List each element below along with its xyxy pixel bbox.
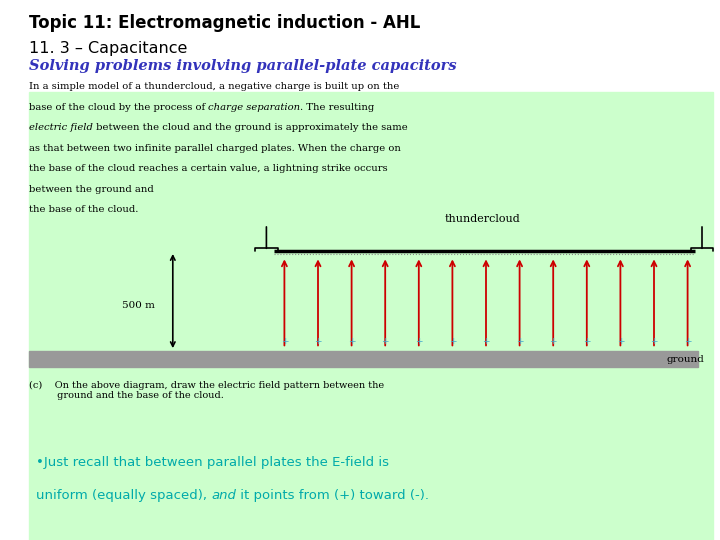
Text: electric field: electric field (29, 123, 93, 132)
Text: uniform (equally spaced),: uniform (equally spaced), (36, 489, 211, 502)
Text: In a simple model of a thundercloud, a negative charge is built up on the: In a simple model of a thundercloud, a n… (29, 82, 399, 91)
Text: +: + (482, 336, 490, 346)
Text: between the cloud and the ground is approximately the same: between the cloud and the ground is appr… (93, 123, 408, 132)
Text: the base of the cloud.: the base of the cloud. (29, 205, 138, 214)
Text: •Just recall that between parallel plates the E-field is: •Just recall that between parallel plate… (36, 456, 389, 469)
Text: +: + (684, 336, 691, 346)
Text: the base of the cloud reaches a certain value, a lightning strike occurs: the base of the cloud reaches a certain … (29, 164, 387, 173)
Text: Topic 11: Electromagnetic induction - AHL: Topic 11: Electromagnetic induction - AH… (29, 14, 420, 31)
Text: +: + (382, 336, 389, 346)
Text: between the ground and: between the ground and (29, 185, 153, 194)
Text: +: + (549, 336, 557, 346)
Text: it points from (+) toward (-).: it points from (+) toward (-). (236, 489, 429, 502)
Text: +: + (616, 336, 624, 346)
Text: Solving problems involving parallel-plate capacitors: Solving problems involving parallel-plat… (29, 59, 456, 73)
Text: +: + (281, 336, 288, 346)
Text: +: + (415, 336, 423, 346)
Text: ground: ground (666, 355, 704, 363)
Text: +: + (650, 336, 658, 346)
Text: +: + (516, 336, 523, 346)
Text: +: + (348, 336, 356, 346)
Text: and: and (211, 489, 236, 502)
Bar (29, 92, 713, 540)
Text: +: + (583, 336, 590, 346)
Text: +: + (314, 336, 322, 346)
Text: (c)    On the above diagram, draw the electric field pattern between the
       : (c) On the above diagram, draw the elect… (29, 381, 384, 400)
Text: 11. 3 – Capacitance: 11. 3 – Capacitance (29, 40, 187, 56)
Text: . The resulting: . The resulting (300, 103, 374, 112)
Text: 500 m: 500 m (122, 301, 155, 309)
Bar (29, 351, 698, 367)
Text: +: + (449, 336, 456, 346)
Text: base of the cloud by the process of: base of the cloud by the process of (29, 103, 208, 112)
Text: charge separation: charge separation (208, 103, 300, 112)
Text: as that between two infinite parallel charged plates. When the charge on: as that between two infinite parallel ch… (29, 144, 400, 153)
Text: thundercloud: thundercloud (444, 214, 521, 224)
